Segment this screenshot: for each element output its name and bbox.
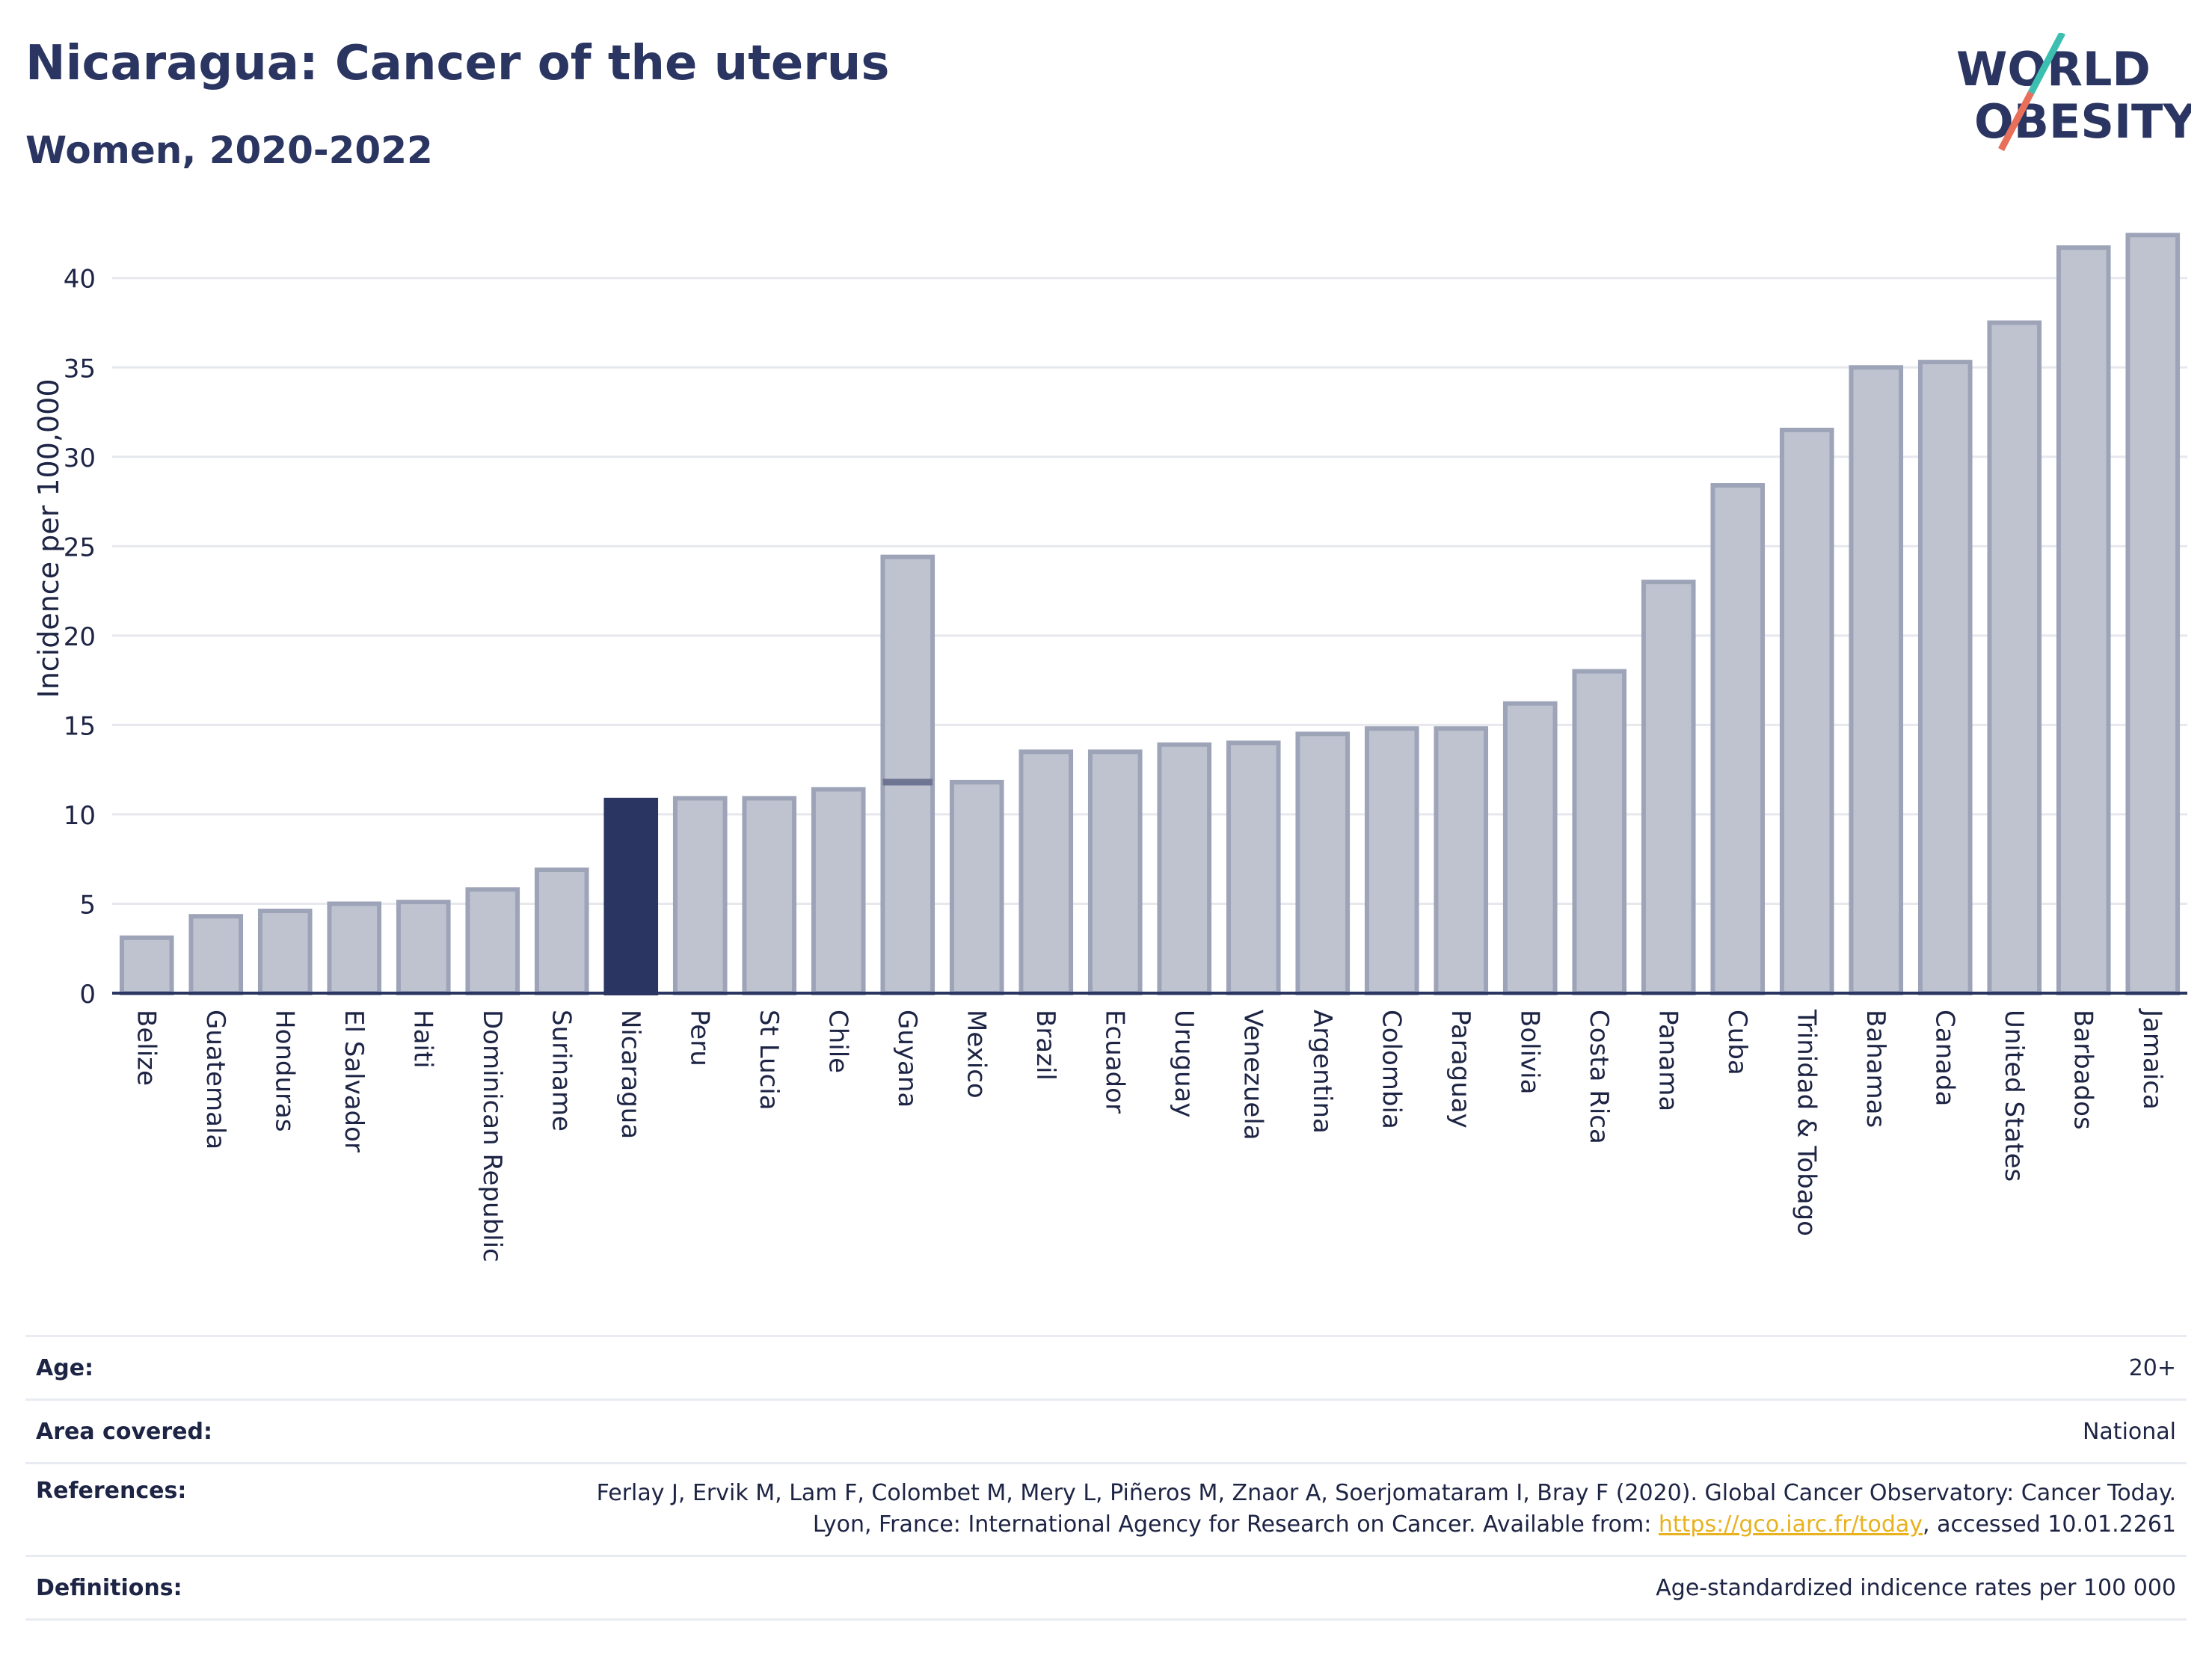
x-tick-label: Brazil	[1030, 1010, 1060, 1081]
x-tick-label: Trinidad & Tobago	[1791, 1009, 1821, 1236]
x-tick-label: Venezuela	[1238, 1010, 1268, 1140]
bar-dominican-republic	[465, 887, 520, 995]
page-title: Nicaragua: Cancer of the uterus	[25, 36, 890, 91]
bar-brazil	[1019, 749, 1074, 995]
x-tick-label: Argentina	[1307, 1010, 1337, 1134]
bar-el-salvador	[327, 901, 382, 995]
bar-panama	[1641, 580, 1696, 995]
x-tick-label: Suriname	[546, 1010, 576, 1132]
y-tick-label: 15	[64, 711, 96, 741]
meta-row-definitions: Definitions: Age-standardized indicence …	[25, 1555, 2187, 1621]
bar-argentina	[1295, 731, 1351, 995]
meta-row-age: Age: 20+	[25, 1335, 2187, 1398]
bar-cuba	[1710, 483, 1766, 995]
logo-slash-bottom	[1998, 90, 2034, 152]
chart-bars	[119, 233, 2181, 996]
bar-barbados	[2056, 245, 2111, 996]
x-tick-label: Nicaragua	[615, 1010, 645, 1139]
x-tick-label: Panama	[1653, 1010, 1683, 1111]
y-tick-label: 5	[79, 890, 96, 920]
x-tick-label: Peru	[684, 1010, 714, 1066]
bar-honduras	[257, 909, 313, 995]
bar-suriname	[534, 868, 589, 996]
bar-nicaragua	[603, 797, 659, 995]
bar-bahamas	[1849, 365, 1904, 996]
x-tick-label: Paraguay	[1446, 1010, 1475, 1129]
x-tick-label: Costa Rica	[1584, 1010, 1614, 1144]
age-value: 20+	[2128, 1354, 2176, 1381]
y-axis: 0 5 10 15 20 25 30 35 40	[64, 265, 96, 1010]
x-tick-label: Barbados	[2068, 1010, 2098, 1130]
age-label: Age:	[36, 1354, 94, 1381]
chart-gridlines	[112, 277, 2187, 905]
logo-line2: OBESITY	[1974, 94, 2191, 149]
bar-venezuela	[1226, 740, 1281, 995]
world-obesity-logo: WORLD OBESITY	[1956, 33, 2191, 152]
x-tick-label: Guyana	[892, 1010, 922, 1108]
y-tick-label: 35	[64, 354, 96, 384]
y-tick-label: 30	[64, 443, 96, 473]
logo-slash-top	[2028, 33, 2065, 95]
bar-chile	[811, 787, 866, 995]
bar-canada	[1917, 360, 1973, 995]
x-tick-label: Jamaica	[2137, 1008, 2167, 1110]
bar-guatemala	[188, 914, 244, 996]
area-value: National	[2082, 1418, 2176, 1445]
y-tick-label: 0	[79, 980, 96, 1010]
x-tick-label: Colombia	[1376, 1010, 1406, 1129]
x-tick-label: Ecuador	[1099, 1010, 1129, 1114]
x-tick-label: Honduras	[269, 1010, 299, 1132]
bar-bolivia	[1502, 701, 1558, 995]
metadata-table: Age: 20+ Area covered: National Referenc…	[25, 1335, 2187, 1621]
x-tick-label: Cuba	[1722, 1010, 1752, 1075]
x-tick-label: Haiti	[408, 1010, 437, 1069]
x-tick-label: Chile	[823, 1010, 852, 1073]
bar-uruguay	[1157, 742, 1212, 995]
bar-st-lucia	[742, 796, 797, 995]
definitions-value: Age-standardized indicence rates per 100…	[1656, 1574, 2176, 1601]
meta-row-references: References: Ferlay J, Ervik M, Lam F, Co…	[25, 1462, 2187, 1555]
references-text: Ferlay J, Ervik M, Lam F, Colombet M, Me…	[596, 1480, 2176, 1538]
bar-ecuador	[1087, 749, 1143, 995]
definitions-label: Definitions:	[36, 1574, 182, 1601]
x-tick-label: United States	[1999, 1010, 2029, 1182]
bar-trinidad-tobago	[1779, 427, 1834, 995]
bar-haiti	[396, 900, 451, 995]
references-label: References:	[36, 1478, 187, 1504]
references-link[interactable]: https://gco.iarc.fr/today	[1658, 1511, 1923, 1538]
x-tick-label: Canada	[1929, 1010, 1959, 1106]
bar-paraguay	[1434, 726, 1489, 995]
x-tick-label: Uruguay	[1169, 1010, 1199, 1118]
bar-guyana	[880, 554, 936, 996]
bar-belize	[119, 935, 174, 995]
x-tick-label: Mexico	[961, 1010, 991, 1099]
bar-chart: 0 5 10 15 20 25 30 35 40 Belize Guatemala Honduras…	[32, 233, 2187, 1262]
bar-united-states	[1987, 320, 2042, 996]
meta-row-area: Area covered: National	[25, 1398, 2187, 1462]
x-tick-label: Dominican Republic	[477, 1010, 507, 1262]
area-label: Area covered:	[36, 1418, 212, 1445]
bar-jamaica	[2125, 233, 2181, 996]
x-tick-label: Guatemala	[200, 1010, 230, 1149]
bar-mexico	[949, 779, 1004, 995]
x-tick-label: El Salvador	[339, 1010, 369, 1152]
bar-peru	[672, 796, 728, 995]
bar-colombia	[1364, 726, 1419, 995]
page-subtitle: Women, 2020-2022	[25, 129, 433, 172]
x-tick-label: Belize	[131, 1010, 161, 1086]
references-value: Ferlay J, Ervik M, Lam F, Colombet M, Me…	[531, 1478, 2187, 1541]
x-tick-label: Bahamas	[1861, 1010, 1890, 1128]
references-suffix: , accessed 10.01.2261	[1923, 1511, 2176, 1538]
x-axis: Belize Guatemala Honduras El Salvador Haiti D…	[112, 992, 2187, 1262]
x-tick-label: Bolivia	[1514, 1010, 1544, 1094]
y-tick-label: 25	[64, 532, 96, 562]
x-tick-label: St Lucia	[754, 1010, 784, 1111]
y-axis-label: Incidence per 100,000	[32, 378, 65, 698]
y-tick-label: 10	[64, 801, 96, 831]
bar-costa-rica	[1572, 669, 1627, 996]
y-tick-label: 40	[64, 265, 96, 295]
y-tick-label: 20	[64, 622, 96, 652]
